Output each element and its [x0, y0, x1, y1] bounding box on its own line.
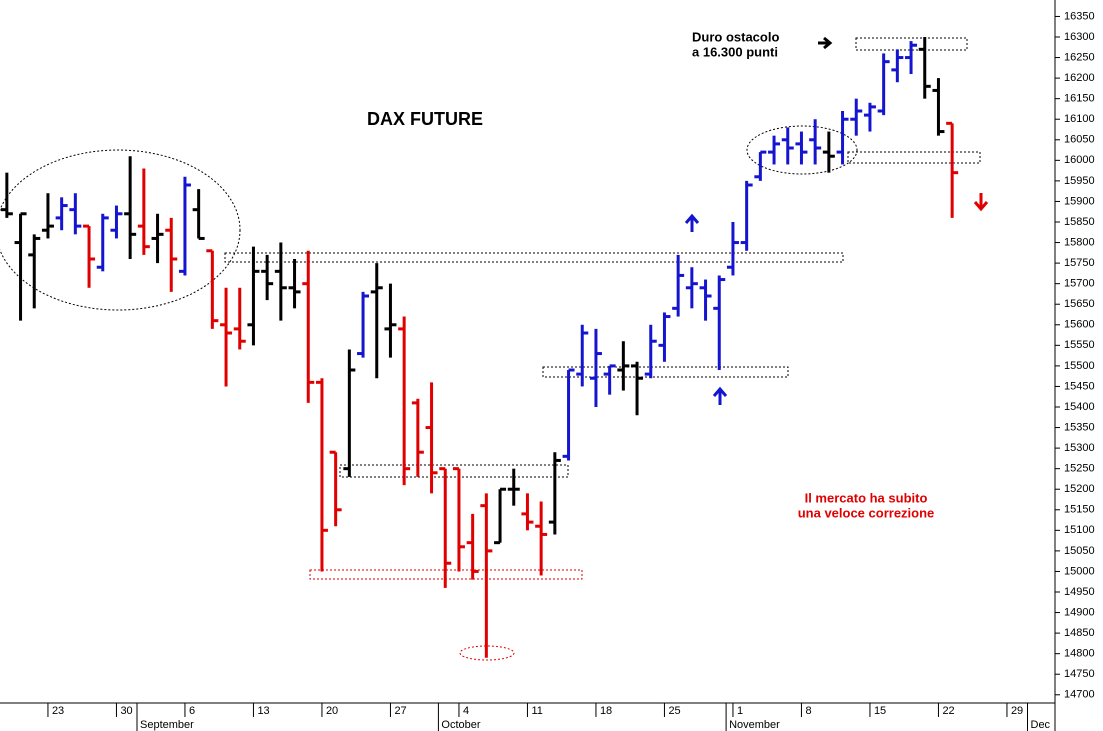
y-tick-label: 15400 [1064, 401, 1095, 413]
x-tick-label: 8 [805, 705, 811, 717]
overlay-shapes [0, 36, 989, 661]
annotation: Il mercato ha subito [805, 490, 928, 505]
level-box [339, 464, 569, 478]
y-tick-label: 15000 [1064, 565, 1095, 577]
y-tick-label: 15700 [1064, 278, 1095, 290]
x-tick-label: 27 [394, 705, 406, 717]
x-tick-label: 13 [257, 705, 269, 717]
x-tick-label: 23 [52, 705, 64, 717]
y-tick-label: 15650 [1064, 298, 1095, 310]
month-label: October [441, 719, 480, 731]
highlight-ellipse [746, 125, 858, 175]
y-tick-label: 16150 [1064, 93, 1095, 105]
y-tick-label: 14800 [1064, 648, 1095, 660]
highlight-ellipse [0, 149, 241, 311]
month-label: Dec [1031, 719, 1051, 731]
arrow [818, 36, 833, 50]
x-tick-label: 1 [737, 705, 743, 717]
y-tick-label: 16350 [1064, 10, 1095, 22]
x-tick-label: 11 [531, 705, 542, 717]
y-tick-label: 16050 [1064, 134, 1095, 146]
y-tick-label: 15750 [1064, 257, 1095, 269]
y-tick-label: 15950 [1064, 175, 1095, 187]
y-tick-label: 15500 [1064, 360, 1095, 372]
y-tick-label: 14750 [1064, 668, 1095, 680]
month-label: November [729, 719, 780, 731]
level-box [224, 252, 844, 263]
y-tick-label: 15250 [1064, 463, 1095, 475]
x-tick-label: 29 [1011, 705, 1023, 717]
y-tick-label: 16250 [1064, 51, 1095, 63]
highlight-ellipse [459, 645, 515, 661]
arrow [973, 193, 989, 212]
x-tick-label: 22 [942, 705, 954, 717]
level-box [855, 37, 968, 51]
annotation: Duro ostacolo [692, 29, 779, 44]
y-tick-label: 16000 [1064, 154, 1095, 166]
y-tick-label: 16300 [1064, 31, 1095, 43]
y-tick-label: 14700 [1064, 689, 1095, 701]
arrow [712, 386, 728, 405]
y-tick-label: 15800 [1064, 236, 1095, 248]
y-tick-label: 15850 [1064, 216, 1095, 228]
x-tick-label: 20 [326, 705, 338, 717]
y-tick-label: 15300 [1064, 442, 1095, 454]
x-tick-label: 25 [668, 705, 680, 717]
y-tick-label: 16100 [1064, 113, 1095, 125]
y-tick-label: 15150 [1064, 504, 1095, 516]
y-tick-label: 14900 [1064, 606, 1095, 618]
y-tick-label: 14850 [1064, 627, 1095, 639]
y-tick-label: 15050 [1064, 545, 1095, 557]
x-tick-label: 18 [600, 705, 612, 717]
y-tick-label: 16200 [1064, 72, 1095, 84]
y-tick-label: 14950 [1064, 586, 1095, 598]
y-tick-label: 15100 [1064, 524, 1095, 536]
x-tick-label: 30 [120, 705, 132, 717]
month-label: September [140, 719, 194, 731]
y-tick-label: 15900 [1064, 195, 1095, 207]
y-tick-label: 15200 [1064, 483, 1095, 495]
level-box [847, 151, 981, 164]
x-tick-label: 15 [874, 705, 886, 717]
x-tick-label: 4 [463, 705, 469, 717]
y-tick-label: 15350 [1064, 421, 1095, 433]
level-box [542, 366, 789, 378]
annotation: a 16.300 punti [692, 44, 778, 59]
y-tick-label: 15450 [1064, 380, 1095, 392]
arrow [684, 213, 700, 232]
annotation: una veloce correzione [798, 505, 935, 520]
chart-title: DAX FUTURE [367, 109, 483, 129]
y-tick-label: 15600 [1064, 319, 1095, 331]
x-tick-label: 6 [189, 705, 195, 717]
y-tick-label: 15550 [1064, 339, 1095, 351]
